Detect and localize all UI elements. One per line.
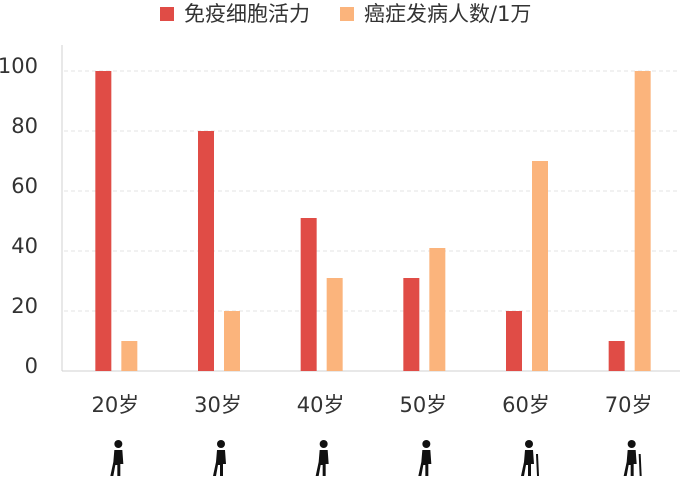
person-icon [213, 440, 226, 476]
icon-cane [536, 453, 539, 477]
bar [121, 341, 138, 371]
bar [224, 311, 240, 371]
icon-head [525, 440, 533, 448]
legend-label: 免疫细胞活力 [184, 2, 310, 26]
bar [403, 278, 420, 371]
bar [300, 218, 317, 371]
person-icon [521, 440, 539, 477]
icon-body [521, 450, 534, 476]
icon-body [315, 450, 329, 476]
bar [634, 71, 651, 371]
x-tick-label: 40岁 [297, 393, 345, 417]
bar [326, 278, 343, 371]
x-tick-label: 20岁 [91, 393, 139, 417]
icon-body [110, 450, 124, 476]
y-tick-label: 100 [0, 54, 38, 78]
bar [95, 71, 112, 371]
icon-head [319, 440, 328, 448]
icon-body [213, 450, 226, 476]
person-icon [315, 440, 329, 476]
y-tick-label: 80 [11, 114, 38, 138]
legend-swatch [160, 7, 174, 21]
person-icon [110, 440, 124, 476]
icon-body [418, 450, 432, 476]
legend-label: 癌症发病人数/1万 [364, 2, 531, 26]
legend-swatch [340, 7, 354, 21]
bar [429, 248, 446, 371]
bar [532, 161, 548, 371]
x-tick-label: 70岁 [605, 393, 653, 417]
icon-cane [638, 453, 642, 477]
y-tick-label: 60 [11, 174, 38, 198]
icon-head [217, 440, 225, 448]
x-tick-label: 50岁 [399, 393, 447, 417]
icon-head [627, 440, 636, 448]
x-tick-label: 30岁 [194, 393, 242, 417]
y-tick-label: 40 [11, 234, 38, 258]
icon-head [422, 440, 431, 448]
bar [506, 311, 522, 371]
y-tick-label: 20 [11, 294, 38, 318]
bar [608, 341, 625, 371]
person-icon [418, 440, 432, 476]
y-tick-label: 0 [25, 354, 38, 378]
icon-body [623, 450, 637, 476]
bar [198, 131, 214, 371]
x-tick-label: 60岁 [502, 393, 550, 417]
icon-head [114, 440, 123, 448]
person-icon [623, 440, 642, 477]
